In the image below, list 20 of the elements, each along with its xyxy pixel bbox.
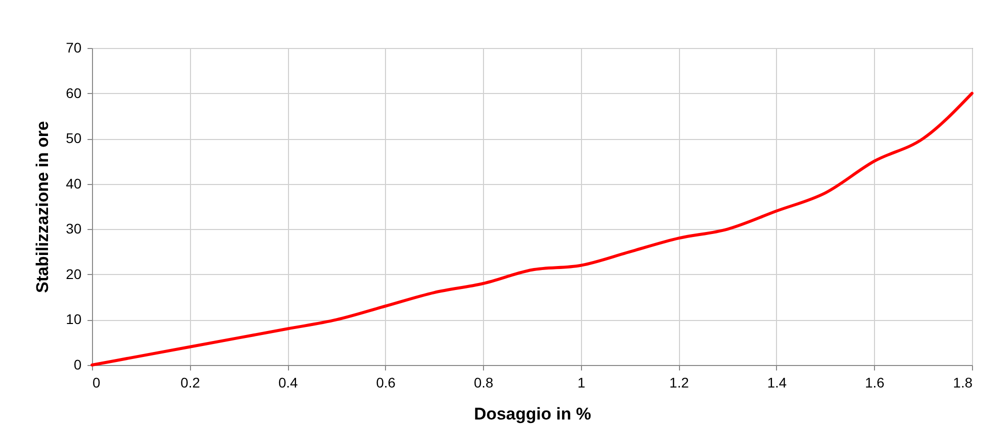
- y-tick-label: 60: [66, 84, 82, 101]
- x-tick-label: 0.6: [376, 374, 396, 390]
- x-tick-label: 1.2: [669, 374, 690, 390]
- x-tick-label: 0.8: [474, 374, 494, 390]
- y-tick-label: 20: [66, 266, 82, 282]
- y-tick-label: 0: [74, 356, 82, 372]
- y-tick-label: 30: [66, 220, 82, 237]
- y-tick-label: 70: [66, 40, 82, 56]
- y-tick-label: 50: [66, 130, 82, 146]
- x-tick-label: 0.4: [278, 374, 298, 390]
- x-tick-label: 1.4: [767, 374, 787, 390]
- x-tick-label: 1.8: [953, 374, 973, 390]
- x-axis-title: Dosaggio in %: [474, 404, 592, 424]
- y-tick-label: 40: [66, 175, 82, 192]
- y-axis-title: Stabilizzazione in ore: [32, 121, 52, 293]
- x-tick-label: 1: [577, 374, 586, 390]
- y-tick-label: 10: [66, 311, 82, 328]
- x-tick-label: 0: [92, 374, 100, 390]
- x-tick-label: 0.2: [180, 374, 200, 390]
- x-tick-label: 1.6: [864, 374, 885, 390]
